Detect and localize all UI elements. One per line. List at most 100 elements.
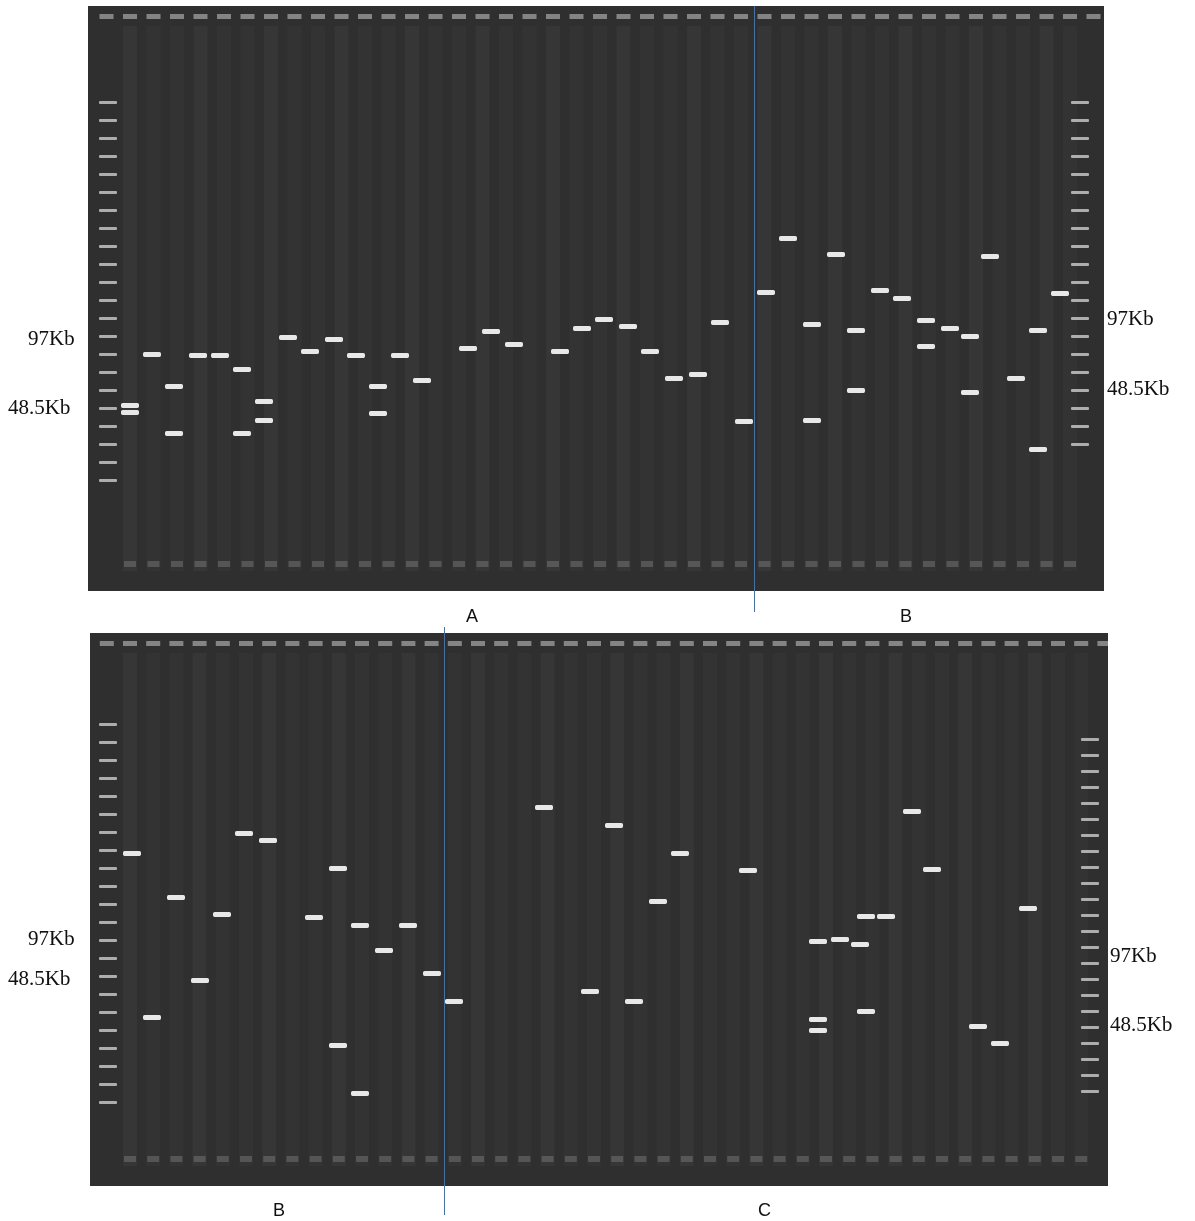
ladder-band — [99, 921, 117, 924]
dna-band — [482, 329, 500, 334]
lane-foot — [1017, 561, 1029, 567]
well — [922, 14, 936, 19]
ladder-band — [99, 903, 117, 906]
lane-foot — [959, 1156, 972, 1162]
lane-foot — [263, 1156, 276, 1162]
ladder-band — [99, 137, 117, 140]
dna-band — [641, 349, 659, 354]
ladder-band — [99, 1011, 117, 1014]
lane-streak — [358, 26, 372, 571]
ladder-band — [99, 813, 117, 816]
ladder-band — [99, 975, 117, 978]
lane-streak — [726, 653, 740, 1166]
ladder-band — [1071, 155, 1089, 158]
lane-foot — [124, 1156, 136, 1162]
lane-streak — [425, 653, 439, 1166]
lane-foot — [309, 1156, 322, 1162]
lane-streak — [749, 653, 763, 1166]
lane-foot — [402, 1156, 415, 1162]
lane-streak — [285, 653, 299, 1166]
well — [170, 14, 184, 19]
ladder-band — [99, 867, 117, 870]
well — [287, 14, 302, 19]
dna-band — [961, 334, 979, 339]
ladder-band — [1071, 263, 1089, 266]
lane-streak — [546, 26, 560, 571]
lane-foot — [1040, 561, 1053, 567]
dna-band — [871, 288, 889, 293]
lane-foot — [570, 561, 583, 567]
lane-streak — [332, 653, 346, 1166]
ladder-band — [1071, 317, 1089, 320]
lane-streak — [796, 653, 810, 1166]
well — [563, 641, 578, 646]
lane-foot — [359, 561, 371, 567]
dna-band — [143, 1015, 161, 1020]
lane-foot — [453, 561, 465, 567]
well — [240, 14, 255, 19]
dna-band — [399, 923, 417, 928]
well — [428, 14, 443, 19]
dna-band — [991, 1041, 1009, 1046]
lane-foot — [472, 1156, 484, 1162]
well — [726, 641, 741, 646]
lane-streak — [355, 653, 369, 1166]
lane-foot — [782, 561, 794, 567]
dna-band — [369, 384, 387, 389]
well — [1004, 641, 1019, 646]
dna-band — [981, 254, 999, 259]
well — [475, 14, 490, 19]
lane-foot — [843, 1156, 856, 1162]
ladder-band — [99, 1029, 117, 1032]
well — [687, 14, 701, 19]
well — [1097, 641, 1108, 646]
lane-streak — [819, 653, 833, 1166]
lane-streak — [1074, 653, 1088, 1166]
ladder-band — [99, 849, 117, 852]
well — [452, 14, 466, 19]
dna-band — [1029, 447, 1047, 452]
dna-band — [255, 399, 273, 404]
dna-band — [1051, 291, 1069, 296]
lane-streak — [664, 26, 678, 571]
dna-band — [235, 831, 253, 836]
ladder-band — [1071, 245, 1089, 248]
bottom-left-marker-48kb: 48.5Kb — [8, 966, 71, 990]
lane-streak — [734, 26, 748, 571]
dna-band — [301, 349, 319, 354]
lane-streak — [981, 653, 995, 1166]
dna-band — [213, 912, 231, 917]
lane-foot — [194, 561, 207, 567]
ladder-band — [99, 389, 117, 392]
ladder-band — [99, 957, 117, 960]
ladder-band — [99, 723, 117, 726]
lane-streak — [781, 26, 795, 571]
lane-foot — [912, 1156, 925, 1162]
well — [772, 641, 787, 646]
lane-foot — [727, 1156, 740, 1162]
dna-band — [551, 349, 569, 354]
ladder-band — [99, 191, 117, 194]
dna-band — [505, 342, 523, 347]
lane-foot — [805, 561, 818, 567]
dna-band — [595, 317, 613, 322]
lane-foot — [852, 561, 865, 567]
well — [819, 641, 833, 646]
well — [593, 14, 607, 19]
ladder-band — [1081, 834, 1099, 837]
lane-foot — [970, 561, 982, 567]
ladder-band — [99, 353, 117, 356]
dna-band — [351, 923, 369, 928]
lane-foot — [312, 561, 324, 567]
lane-streak — [241, 26, 255, 571]
ladder-band — [1071, 425, 1089, 428]
well — [710, 14, 725, 19]
lane-foot — [332, 1156, 345, 1162]
well — [734, 14, 748, 19]
dna-band — [809, 1028, 827, 1033]
well — [804, 14, 819, 19]
dna-band — [165, 431, 183, 436]
dna-band — [665, 376, 683, 381]
lane-streak — [262, 653, 276, 1166]
well — [99, 641, 114, 646]
